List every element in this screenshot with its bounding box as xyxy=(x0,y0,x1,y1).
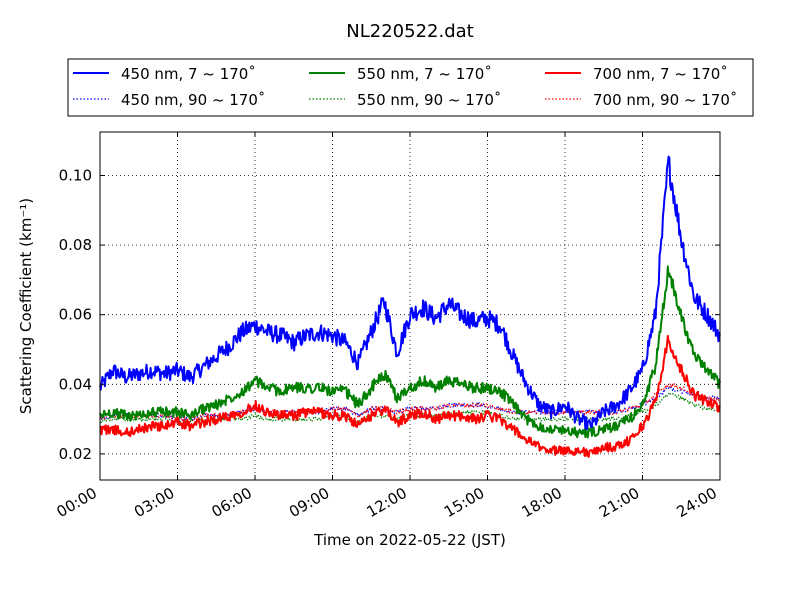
x-tick-label: 00:00 xyxy=(54,484,100,521)
series-line-5 xyxy=(99,334,721,458)
y-axis: 0.02 0.04 0.06 0.08 0.10 xyxy=(59,167,720,463)
legend: 450 nm, 7 ~ 170˚ 450 nm, 90 ~ 170˚ 550 nm,… xyxy=(67,58,754,117)
y-tick-label: 0.10 xyxy=(59,167,92,185)
x-tick-label: 21:00 xyxy=(596,484,642,521)
x-tick-label: 03:00 xyxy=(131,484,177,521)
x-tick-label: 09:00 xyxy=(286,484,332,521)
legend-label: 700 nm, 90 ~ 170˚ xyxy=(593,91,737,109)
legend-label: 450 nm, 7 ~ 170˚ xyxy=(121,65,256,83)
x-tick-label: 18:00 xyxy=(519,484,565,521)
y-tick-label: 0.06 xyxy=(59,306,92,324)
y-axis-label: Scattering Coefficient (km⁻¹) xyxy=(17,198,35,414)
x-axis-label: Time on 2022-05-22 (JST) xyxy=(313,531,506,549)
series-line-3 xyxy=(99,265,721,439)
x-tick-label: 06:00 xyxy=(209,484,255,521)
legend-label: 450 nm, 90 ~ 170˚ xyxy=(121,91,265,109)
legend-label: 550 nm, 7 ~ 170˚ xyxy=(357,65,492,83)
y-tick-label: 0.02 xyxy=(59,445,92,463)
x-tick-label: 24:00 xyxy=(674,484,720,521)
series-layer xyxy=(99,155,721,458)
y-tick-label: 0.08 xyxy=(59,236,92,254)
chart-title: NL220522.dat xyxy=(346,21,473,42)
legend-label: 550 nm, 90 ~ 170˚ xyxy=(357,91,501,109)
series-line-1 xyxy=(99,155,721,431)
legend-label: 700 nm, 7 ~ 170˚ xyxy=(593,65,728,83)
series-line-6 xyxy=(99,383,721,422)
x-axis: 00:00 03:00 06:00 09:00 12:00 15:00 18:00 21:00… xyxy=(54,132,721,521)
x-tick-label: 15:00 xyxy=(441,484,487,521)
grid xyxy=(100,132,720,480)
x-tick-label: 12:00 xyxy=(364,484,410,521)
y-tick-label: 0.04 xyxy=(59,375,92,393)
legend-frame xyxy=(67,58,754,117)
